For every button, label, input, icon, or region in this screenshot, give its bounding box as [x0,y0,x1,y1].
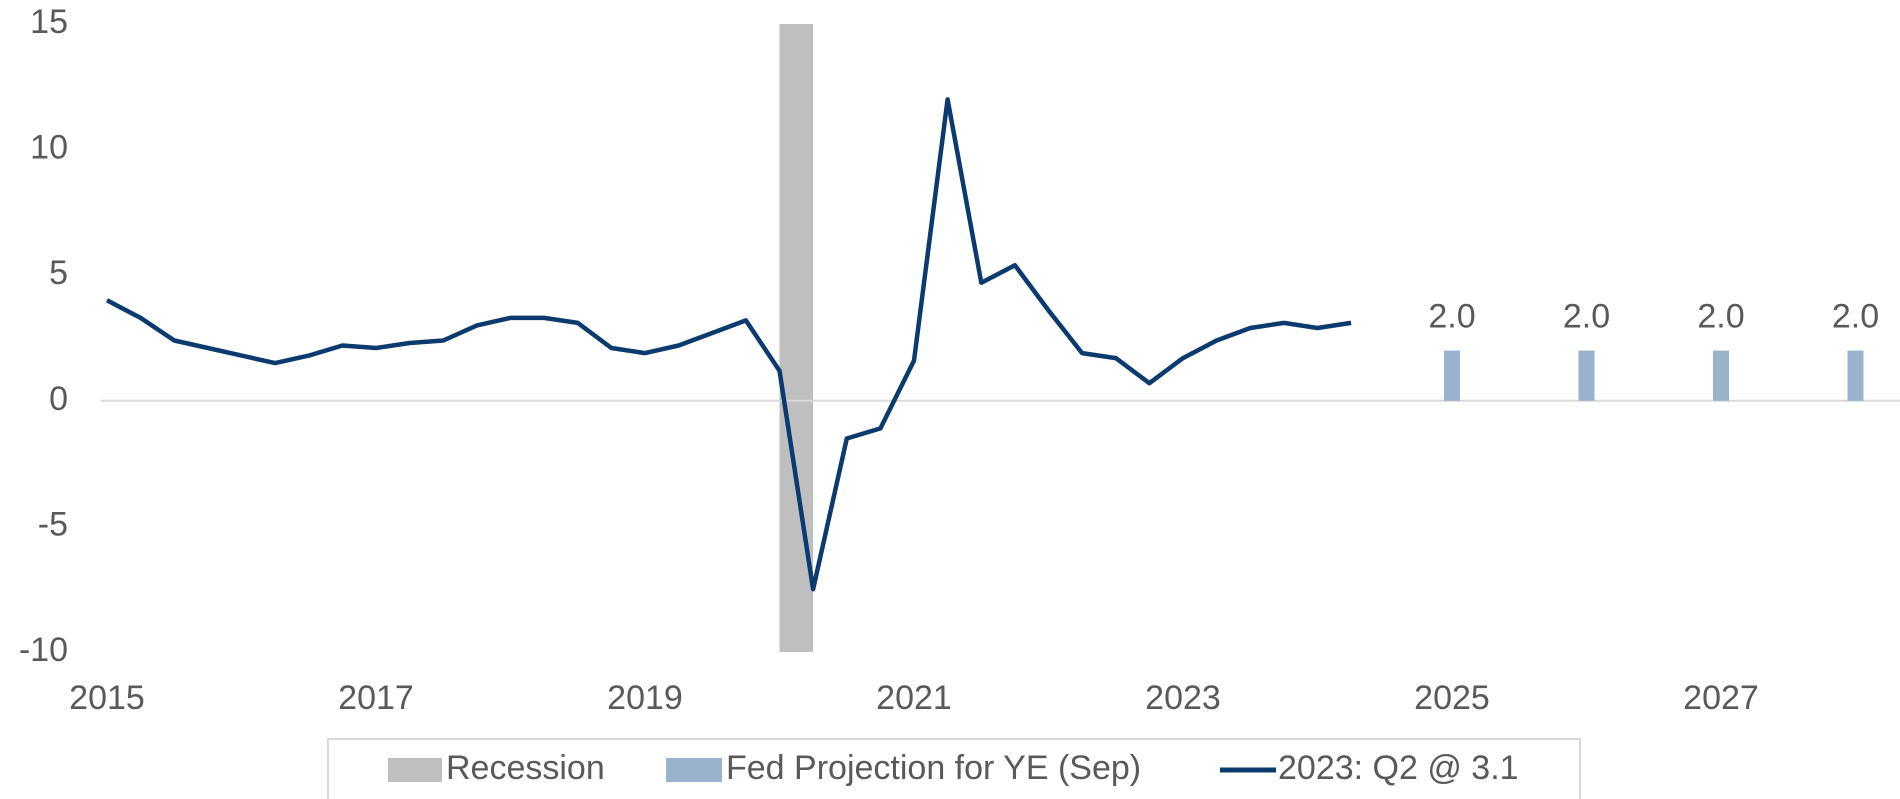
legend-label: 2023: Q2 @ 3.1 [1278,749,1519,787]
line-series [105,97,1352,592]
y-tick-label: 0 [49,380,68,418]
y-tick-label: -5 [38,505,68,543]
x-tick-label: 2021 [876,679,952,717]
legend-swatch [388,758,442,782]
value-label: 2.0 [1697,298,1744,336]
y-tick-label: -10 [19,631,68,669]
y-tick-label: 5 [49,254,68,292]
legend-box [327,738,1581,799]
projection-bar [1847,350,1864,401]
x-tick-label: 2019 [607,679,683,717]
x-tick-label: 2023 [1145,679,1221,717]
value-label: 2.0 [1563,298,1610,336]
value-label: 2.0 [1428,298,1475,336]
legend-swatch [666,758,722,782]
x-tick-label: 2027 [1683,679,1759,717]
projection-bar [1578,350,1595,401]
legend-label: Recession [446,749,605,787]
x-tick-label: 2017 [338,679,414,717]
projection-bar [1713,350,1729,401]
legend-label: Fed Projection for YE (Sep) [726,749,1141,787]
y-tick-label: 15 [30,3,68,41]
projection-bar [1444,350,1460,401]
value-label: 2.0 [1832,298,1879,336]
y-tick-label: 10 [30,129,68,167]
x-tick-label: 2025 [1414,679,1490,717]
x-tick-label: 2015 [69,679,145,717]
